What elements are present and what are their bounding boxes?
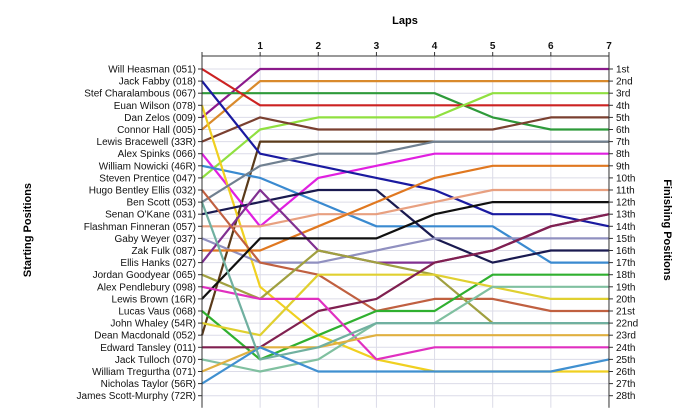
series-line-3: [202, 92, 609, 131]
finish-position-label: 28th: [616, 391, 635, 402]
finish-position-label: 5th: [616, 113, 630, 124]
finish-position-label: 9th: [616, 161, 630, 172]
start-position-label: Flashman Finneran (057): [84, 222, 196, 233]
finish-position-label: 24th: [616, 343, 635, 354]
finish-position-label: 3rd: [616, 89, 630, 100]
start-position-label: Hugo Bentley Ellis (032): [89, 186, 196, 197]
start-position-label: Lucas Vaus (068): [118, 307, 196, 318]
finish-position-label: 18th: [616, 270, 635, 281]
start-position-label: Ben Scott (053): [127, 198, 196, 209]
series-line-9: [201, 80, 610, 228]
start-position-label: Will Heasman (051): [108, 65, 196, 76]
start-position-label: Nicholas Taylor (56R): [101, 379, 196, 390]
start-position-label: James Scott-Murphy (72R): [77, 391, 196, 402]
finish-position-label: 15th: [616, 234, 635, 245]
finish-position-label: 21st: [616, 307, 635, 318]
start-position-label: Jack Tulloch (070): [115, 355, 196, 366]
series-line-24: [201, 285, 609, 361]
start-position-label: Edward Tansley (011): [100, 343, 196, 354]
series-line-27: [201, 346, 610, 385]
series-line-1: [201, 67, 609, 119]
axes: [198, 52, 613, 408]
start-position-label: Zak Fulk (087): [132, 246, 196, 257]
y-axis-title-left: Starting Positions: [22, 183, 34, 277]
start-position-label: Lewis Brown (16R): [112, 294, 196, 305]
start-position-label: William Tregurtha (071): [92, 367, 196, 378]
labels: 1 2 3 4 5 6 7 Will Heasman (051)Jack Fabby (018…: [77, 41, 639, 402]
start-position-label: William Nowicki (46R): [99, 161, 196, 172]
x-axis-title: Laps: [392, 15, 418, 27]
series-line-8: [201, 152, 609, 228]
start-position-label: Senan O'Kane (031): [105, 210, 196, 221]
finish-position-label: 27th: [616, 379, 635, 390]
y-axis-title-right: Finishing Positions: [661, 179, 673, 280]
finish-position-label: 12th: [616, 198, 635, 209]
start-position-label: Ellis Hanks (027): [120, 258, 196, 269]
finish-position-label: 7th: [616, 137, 630, 148]
start-position-label: Gaby Weyer (037): [114, 234, 196, 245]
series-line-28: [200, 201, 609, 361]
start-position-label: Jordan Goodyear (065): [93, 270, 196, 281]
start-position-label: Alex Pendlebury (098): [97, 282, 196, 293]
finish-position-label: 1st: [616, 65, 630, 76]
series-line-21: [201, 273, 609, 361]
series-line-26: [201, 334, 609, 373]
start-position-label: Stef Charalambous (067): [84, 89, 196, 100]
series-line-22: [201, 273, 609, 337]
lap-tick-label: 4: [432, 41, 438, 52]
start-position-label: Dean Macdonald (052): [94, 331, 196, 342]
start-position-label: Jack Fabby (018): [119, 77, 196, 88]
finish-position-label: 26th: [616, 367, 635, 378]
finish-position-label: 8th: [616, 149, 630, 160]
lap-tick-label: 7: [606, 41, 612, 52]
series-line-2: [201, 79, 609, 131]
finish-position-label: 25th: [616, 355, 635, 366]
start-position-label: Lewis Bracewell (33R): [97, 137, 196, 148]
finish-position-label: 17th: [616, 258, 635, 269]
series-line-16: [202, 164, 609, 252]
lap-tick-label: 5: [490, 41, 496, 52]
series-line-23: [202, 213, 610, 349]
lap-tick-label: 1: [257, 41, 263, 52]
finish-position-label: 2nd: [616, 77, 633, 88]
finish-position-label: 6th: [616, 125, 630, 136]
finish-position-label: 13th: [616, 210, 635, 221]
finish-position-label: 19th: [616, 282, 635, 293]
series-line-6: [201, 116, 609, 143]
finish-position-label: 10th: [616, 173, 635, 184]
finish-position-label: 16th: [616, 246, 635, 257]
start-position-label: Steven Prentice (047): [99, 173, 196, 184]
series-line-20: [201, 201, 609, 300]
series-line-12: [201, 140, 609, 204]
lap-tick-label: 3: [374, 41, 380, 52]
gridlines: [202, 56, 610, 408]
lap-tick-label: 2: [315, 41, 321, 52]
finish-position-label: 14th: [616, 222, 635, 233]
start-position-label: John Whaley (54R): [110, 319, 196, 330]
start-position-label: Dan Zelos (009): [124, 113, 196, 124]
series-line-15: [201, 237, 609, 264]
finish-position-label: 23rd: [616, 331, 636, 342]
start-position-label: Connor Hall (005): [117, 125, 196, 136]
series-line-5: [201, 92, 609, 179]
finish-position-label: 20th: [616, 294, 635, 305]
lap-tick-label: 6: [548, 41, 554, 52]
finish-position-label: 4th: [616, 101, 630, 112]
start-position-label: Alex Spinks (066): [118, 149, 196, 160]
finish-position-label: 11th: [616, 186, 635, 197]
series-line-14: [202, 188, 609, 228]
series-lines: [200, 67, 610, 385]
start-position-label: Euan Wilson (078): [114, 101, 196, 112]
series-line-18: [201, 189, 609, 313]
finish-position-label: 22nd: [616, 319, 638, 330]
series-line-4: [201, 68, 609, 107]
